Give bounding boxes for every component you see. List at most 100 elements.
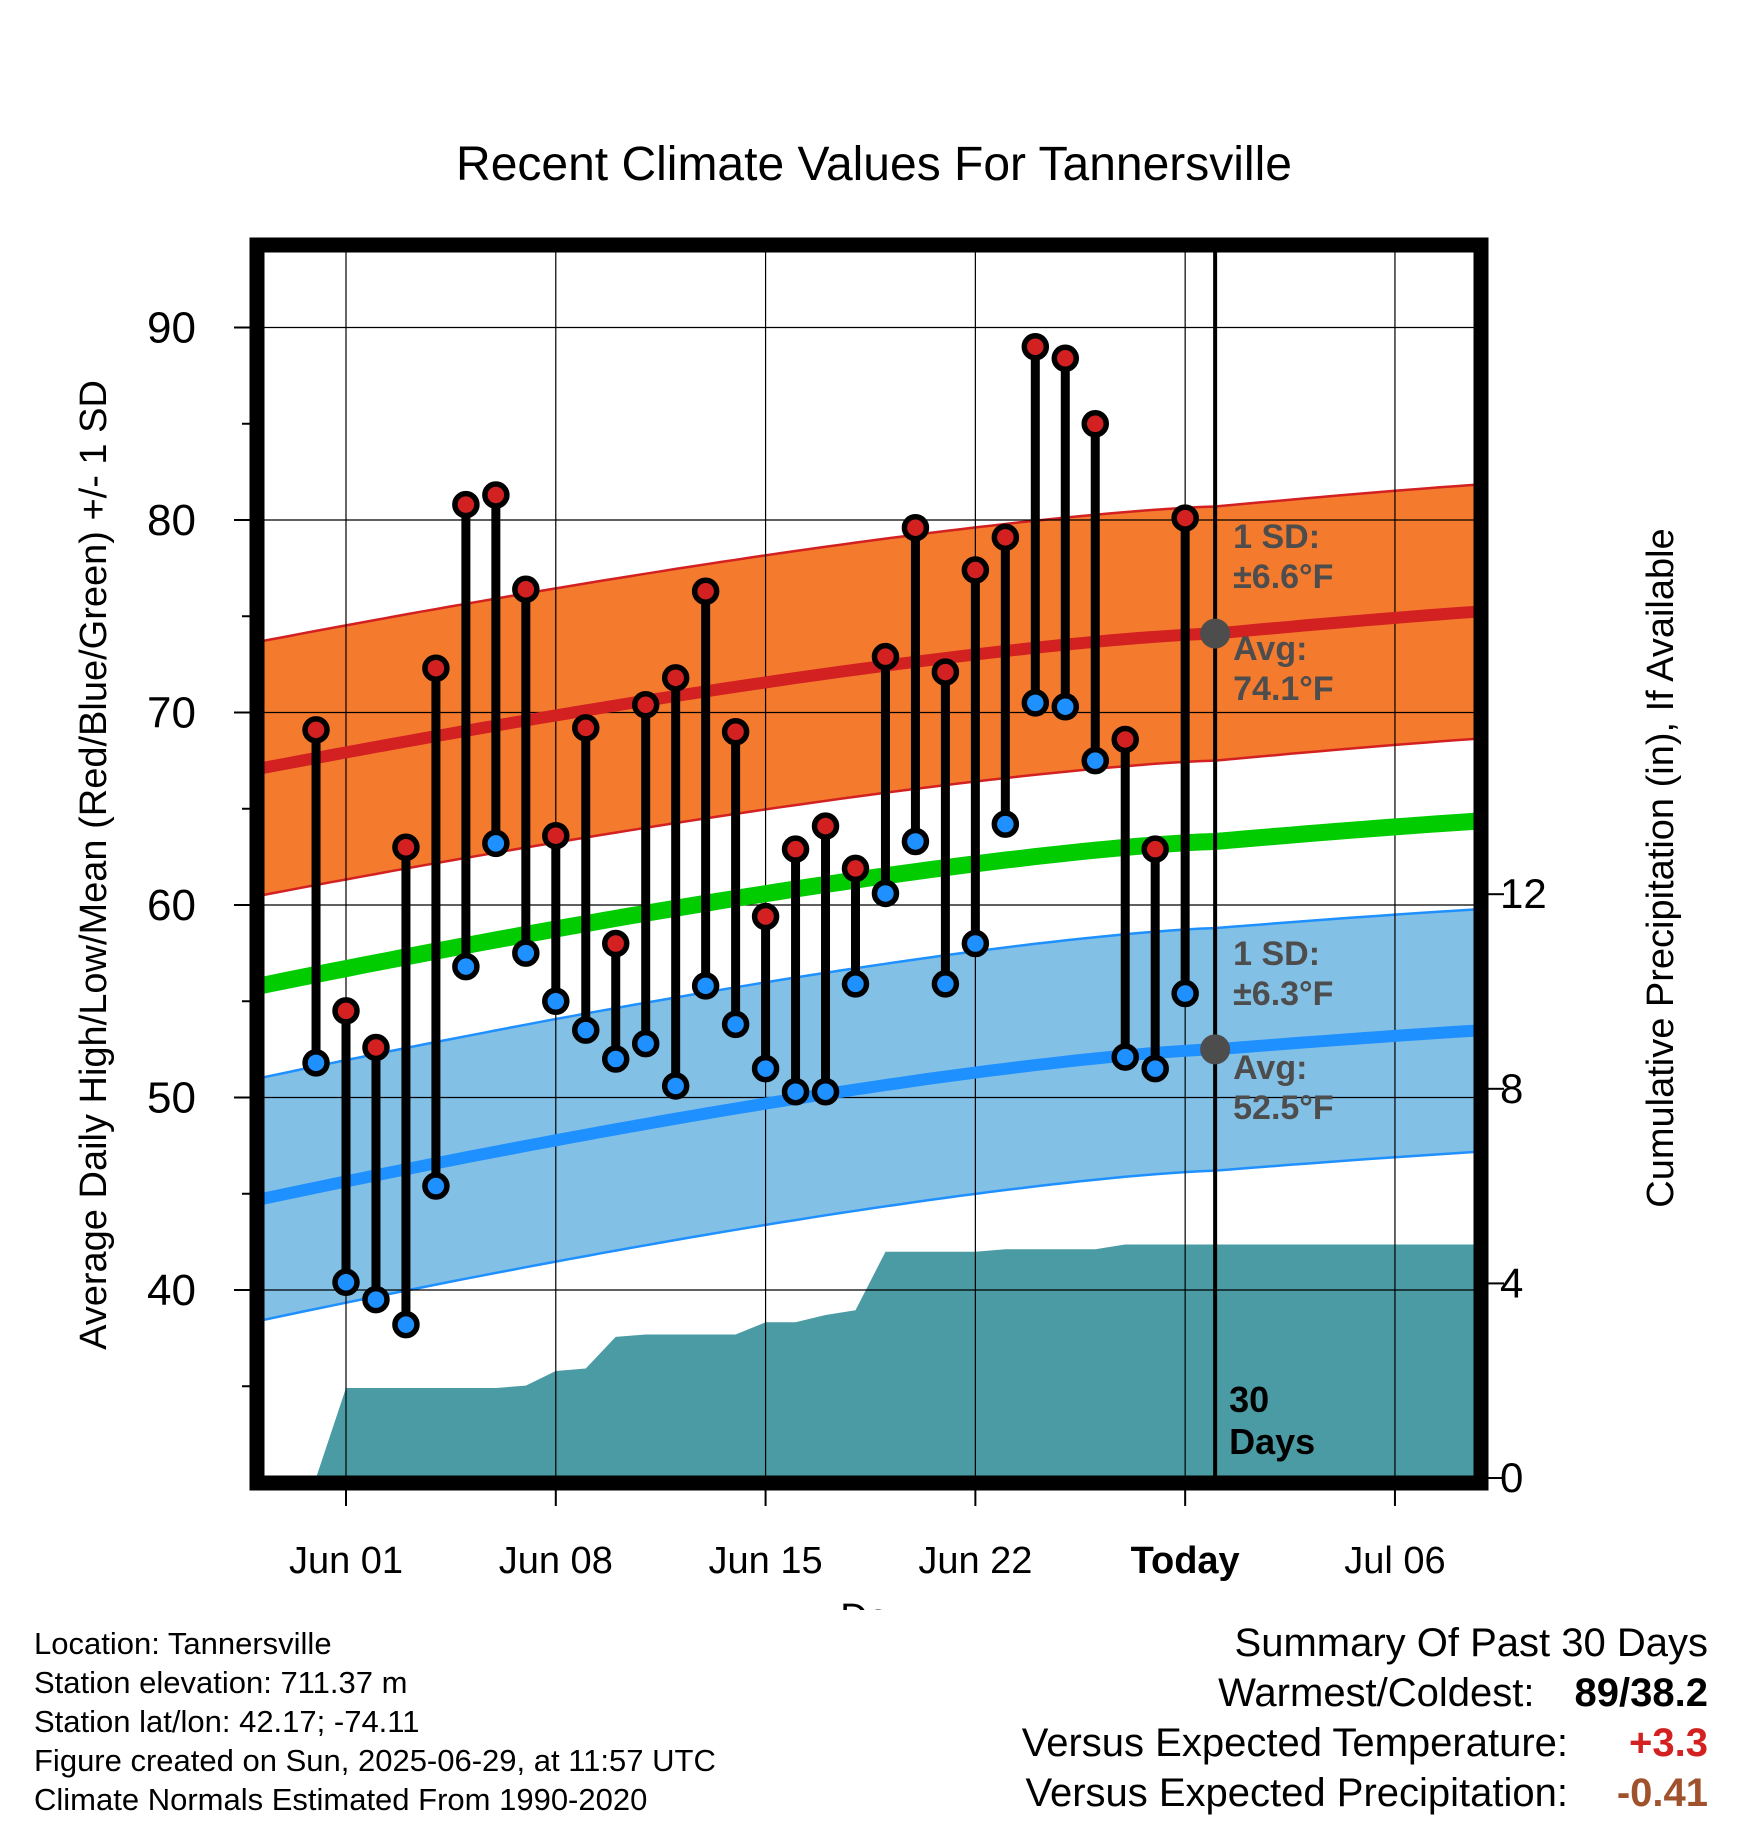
created-text: Figure created on Sun, 2025-06-29, at 11… (34, 1743, 716, 1778)
warm-cold-value: 89/38.2 (1574, 1671, 1708, 1715)
daily-high-point (961, 556, 990, 584)
daily-high-point (901, 513, 930, 542)
plot-frame (249, 237, 1489, 1491)
daily-high-point (871, 642, 900, 671)
daily-low-point (661, 1072, 690, 1100)
daily-low-point (572, 1016, 600, 1044)
daily-high-point (1171, 504, 1199, 532)
y-tick-label: 60 (147, 881, 196, 930)
y2-tick-label: 12 (1500, 870, 1547, 917)
x-tick-label: Jun 15 (709, 1540, 823, 1582)
daily-low-point (422, 1172, 450, 1200)
daily-high-point (1141, 835, 1169, 863)
days-marker-label: 30 Days (1229, 1379, 1315, 1462)
daily-high-point (661, 664, 690, 692)
daily-low-point (452, 952, 480, 981)
daily-low-point (781, 1077, 810, 1106)
x-tick-label: Jun 01 (289, 1540, 403, 1582)
temp-value: +3.3 (1629, 1721, 1708, 1765)
high-avg-annotation-line: 74.1°F (1233, 670, 1334, 708)
y2-tick-label: 4 (1500, 1259, 1523, 1306)
plot-area (262, 250, 1476, 1478)
normal-mean-line (262, 812, 1476, 995)
daily-high-point (482, 481, 510, 509)
low-avg-annotation-line: 52.5°F (1233, 1089, 1334, 1127)
precip-label: Versus Expected Precipitation: (1025, 1771, 1568, 1815)
daily-high-point (811, 812, 840, 840)
elevation-text: Station elevation: 711.37 m (34, 1665, 408, 1700)
precip-value: -0.41 (1616, 1771, 1708, 1815)
x-tick-label: Today (1131, 1540, 1240, 1582)
y-tick-label: 90 (147, 304, 196, 353)
low-sd-upper-line (262, 908, 1476, 1079)
daily-high-point (1081, 410, 1109, 438)
y2-tick-label: 8 (1500, 1065, 1523, 1112)
location-text: Location: Tannersville (34, 1626, 332, 1661)
high-sd-annotation: 1 SD: ±6.6°F (1233, 518, 1333, 596)
high-avg-annotation-line: Avg: (1233, 630, 1307, 668)
y-tick-label: 70 (147, 689, 196, 738)
today-high-avg-marker (1200, 618, 1231, 649)
daily-low-point (631, 1029, 660, 1058)
warm-cold-label: Warmest/Coldest: (1218, 1671, 1535, 1715)
days-marker-line: Days (1229, 1421, 1315, 1462)
daily-high-point (931, 658, 960, 686)
daily-high-point (512, 575, 540, 604)
daily-high-point (452, 490, 480, 519)
daily-high-point (1021, 333, 1050, 361)
daily-low-point (1021, 689, 1050, 717)
daily-high-point (691, 577, 720, 605)
low-sd-band (262, 909, 1476, 1321)
station-info: Location: Tannersville Station elevation… (34, 1624, 716, 1819)
x-axis-label: Day (840, 1597, 908, 1610)
daily-high-point (601, 929, 630, 958)
daily-low-point (1081, 746, 1109, 775)
x-tick-label: Jul 06 (1344, 1540, 1445, 1582)
y2-axis-label: Cumulative Precipitation (in), If Availa… (1640, 528, 1682, 1207)
low-sd-annotation-line: ±6.3°F (1233, 975, 1333, 1013)
high-sd-upper-line (262, 483, 1476, 643)
daily-high-point (991, 523, 1020, 552)
daily-high-point (1111, 725, 1139, 754)
daily-low-point (961, 929, 990, 958)
normal-low-line (262, 1024, 1476, 1206)
daily-high-point (332, 997, 360, 1025)
daily-low-point (542, 987, 570, 1015)
latlon-text: Station lat/lon: 42.17; -74.11 (34, 1704, 420, 1739)
warm-cold-row: Warmest/Coldest: 89/38.2 (1022, 1668, 1708, 1718)
daily-high-point (721, 718, 750, 746)
daily-low-point (512, 939, 540, 967)
low-sd-annotation-line: 1 SD: (1233, 935, 1320, 973)
daily-high-point (422, 654, 450, 682)
daily-low-point (482, 829, 510, 858)
y-tick-label: 50 (147, 1074, 196, 1123)
daily-low-point (871, 879, 900, 908)
precip-row: Versus Expected Precipitation: -0.41 (1022, 1768, 1708, 1818)
daily-low-point (991, 810, 1020, 838)
daily-high-point (392, 833, 420, 861)
high-avg-annotation: Avg: 74.1°F (1233, 630, 1334, 708)
normals-text: Climate Normals Estimated From 1990-2020 (34, 1782, 648, 1817)
daily-low-point (1051, 692, 1080, 721)
low-avg-annotation: Avg: 52.5°F (1233, 1049, 1334, 1127)
temp-label: Versus Expected Temperature: (1021, 1721, 1568, 1765)
daily-low-point (362, 1285, 390, 1314)
daily-low-point (332, 1268, 360, 1297)
daily-high-point (362, 1033, 390, 1062)
precip-area (265, 1244, 1476, 1478)
daily-low-point (601, 1045, 630, 1073)
daily-low-point (1111, 1043, 1139, 1071)
daily-low-point (1141, 1054, 1169, 1083)
daily-low-point (751, 1054, 780, 1083)
daily-low-point (901, 827, 930, 856)
daily-low-point (392, 1310, 420, 1339)
daily-observations (302, 333, 1199, 1339)
daily-high-point (781, 835, 810, 863)
y2-tick-label: 0 (1500, 1454, 1523, 1501)
daily-high-point (751, 902, 780, 931)
days-marker-line: 30 (1229, 1379, 1269, 1420)
x-tick-label: Jun 08 (499, 1540, 613, 1582)
daily-low-point (302, 1049, 330, 1077)
low-avg-annotation-line: Avg: (1233, 1049, 1307, 1087)
